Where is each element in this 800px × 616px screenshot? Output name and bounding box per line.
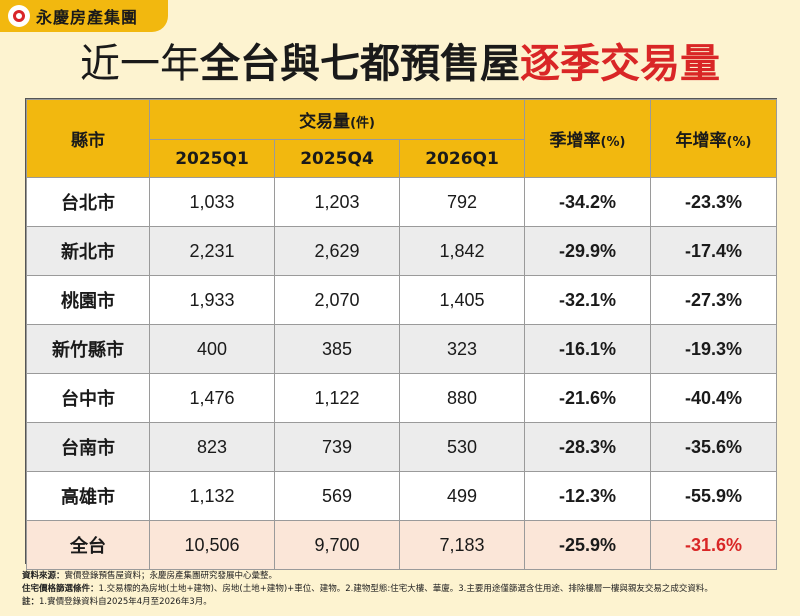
row-city: 台中市	[26, 373, 150, 423]
total-qoq: -25.9%	[524, 520, 652, 570]
header-quarter-3: 2026Q1	[398, 139, 526, 178]
row-qoq: -21.6%	[524, 373, 652, 423]
row-q2: 1,122	[274, 373, 400, 423]
header-city: 縣市	[26, 99, 150, 178]
header-quarter-2: 2025Q4	[274, 139, 400, 178]
row-city: 新北市	[26, 226, 150, 276]
header-volume-label: 交易量	[299, 112, 351, 132]
table-row: 高雄市 1,132 569 499 -12.3% -55.9%	[26, 471, 778, 521]
row-qoq: -29.9%	[524, 226, 652, 276]
table-row-total: 全台 10,506 9,700 7,183 -25.9% -31.6%	[26, 520, 778, 570]
row-city: 高雄市	[26, 471, 150, 521]
header-quarter-1: 2025Q1	[149, 139, 275, 178]
row-q3: 1,842	[398, 226, 526, 276]
total-q3: 7,183	[398, 520, 526, 570]
header-yoy: 年增率(%)	[650, 99, 778, 178]
volume-table: 縣市 交易量(件) 季增率(%) 年增率(%) 2025Q1 2025Q4 20…	[25, 98, 778, 570]
note-remark-label: 註：	[22, 597, 40, 607]
header-qoq: 季增率(%)	[524, 99, 652, 178]
note-filter: 住宅價格篩選條件：1.交易標的為房地(土地+建物)、房地(土地+建物)+車位、建…	[22, 583, 782, 596]
note-source-label: 資料來源：	[22, 571, 65, 581]
row-q2: 1,203	[274, 177, 400, 227]
table-row: 新北市 2,231 2,629 1,842 -29.9% -17.4%	[26, 226, 778, 276]
table-row: 桃園市 1,933 2,070 1,405 -32.1% -27.3%	[26, 275, 778, 325]
page-title: 近一年全台與七都預售屋逐季交易量	[0, 38, 800, 90]
total-city: 全台	[26, 520, 150, 570]
table-row: 台北市 1,033 1,203 792 -34.2% -23.3%	[26, 177, 778, 227]
brand-name: 永慶房產集團	[36, 8, 139, 27]
row-q3: 1,405	[398, 275, 526, 325]
row-yoy: -40.4%	[650, 373, 778, 423]
header-volume-unit: (件)	[350, 116, 375, 131]
row-q3: 880	[398, 373, 526, 423]
row-q2: 2,070	[274, 275, 400, 325]
note-filter-text: 1.交易標的為房地(土地+建物)、房地(土地+建物)+車位、建物。2.建物型態:…	[98, 584, 713, 594]
row-q1: 1,033	[149, 177, 275, 227]
row-q1: 2,231	[149, 226, 275, 276]
row-yoy: -23.3%	[650, 177, 778, 227]
table-row: 新竹縣市 400 385 323 -16.1% -19.3%	[26, 324, 778, 374]
header-yoy-unit: (%)	[726, 135, 752, 150]
note-remark-text: 1.實價登錄資料自2025年4月至2026年3月。	[39, 597, 212, 607]
row-yoy: -17.4%	[650, 226, 778, 276]
header-qoq-label: 季增率	[549, 131, 601, 151]
note-filter-label: 住宅價格篩選條件：	[22, 584, 99, 594]
note-source-text: 實價登錄預售屋資料；永慶房產集團研究發展中心彙整。	[64, 571, 278, 581]
row-yoy: -35.6%	[650, 422, 778, 472]
note-remark: 註：1.實價登錄資料自2025年4月至2026年3月。	[22, 596, 782, 609]
row-city: 台南市	[26, 422, 150, 472]
row-qoq: -16.1%	[524, 324, 652, 374]
row-q2: 739	[274, 422, 400, 472]
row-q2: 385	[274, 324, 400, 374]
total-yoy: -31.6%	[650, 520, 778, 570]
row-q2: 2,629	[274, 226, 400, 276]
table-row: 台南市 823 739 530 -28.3% -35.6%	[26, 422, 778, 472]
brand-tab: 永慶房產集團	[0, 0, 168, 32]
row-city: 新竹縣市	[26, 324, 150, 374]
row-yoy: -27.3%	[650, 275, 778, 325]
row-qoq: -12.3%	[524, 471, 652, 521]
total-q2: 9,700	[274, 520, 400, 570]
row-q3: 323	[398, 324, 526, 374]
title-part-3: 逐季交易量	[520, 41, 720, 87]
row-city: 台北市	[26, 177, 150, 227]
brand-logo-icon	[8, 5, 30, 27]
row-q1: 1,132	[149, 471, 275, 521]
table-row: 台中市 1,476 1,122 880 -21.6% -40.4%	[26, 373, 778, 423]
row-qoq: -32.1%	[524, 275, 652, 325]
title-part-2: 全台與七都預售屋	[200, 41, 520, 87]
header-qoq-unit: (%)	[600, 135, 626, 150]
header-volume: 交易量(件)	[148, 99, 526, 140]
row-qoq: -28.3%	[524, 422, 652, 472]
note-source: 資料來源：實價登錄預售屋資料；永慶房產集團研究發展中心彙整。	[22, 570, 782, 583]
row-qoq: -34.2%	[524, 177, 652, 227]
row-q1: 1,476	[149, 373, 275, 423]
row-q3: 792	[398, 177, 526, 227]
row-q2: 569	[274, 471, 400, 521]
row-q1: 400	[149, 324, 275, 374]
row-q1: 823	[149, 422, 275, 472]
title-part-1: 近一年	[80, 41, 200, 87]
row-q1: 1,933	[149, 275, 275, 325]
total-q1: 10,506	[149, 520, 275, 570]
row-q3: 530	[398, 422, 526, 472]
row-city: 桃園市	[26, 275, 150, 325]
row-q3: 499	[398, 471, 526, 521]
row-yoy: -19.3%	[650, 324, 778, 374]
row-yoy: -55.9%	[650, 471, 778, 521]
footnotes: 資料來源：實價登錄預售屋資料；永慶房產集團研究發展中心彙整。 住宅價格篩選條件：…	[22, 570, 782, 609]
header-yoy-label: 年增率	[675, 131, 727, 151]
